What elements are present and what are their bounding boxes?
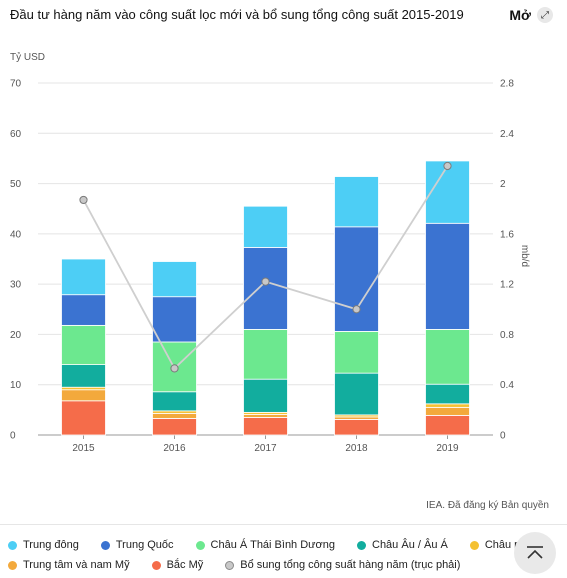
y-tick-label: 50 bbox=[10, 179, 22, 190]
y-tick-label: 0 bbox=[10, 431, 16, 442]
bar-segment bbox=[425, 383, 470, 405]
capacity-point bbox=[261, 277, 270, 286]
legend-swatch bbox=[357, 540, 366, 550]
y-tick-label: 20 bbox=[10, 330, 22, 341]
bar-segment bbox=[243, 205, 288, 248]
bar-segment bbox=[334, 176, 379, 228]
bar-segment bbox=[152, 418, 197, 436]
legend-label: Trung Quốc bbox=[115, 539, 174, 551]
bar-segment bbox=[61, 400, 106, 436]
legend-label: Bổ sung tổng công suất hàng năm (trục ph… bbox=[240, 559, 461, 571]
legend-item-china[interactable]: Trung Quốc bbox=[100, 539, 174, 551]
expand-label: Mở bbox=[509, 7, 531, 23]
bar-segment bbox=[425, 414, 470, 436]
y-tick-label: 40 bbox=[10, 229, 22, 240]
bar-segment bbox=[61, 364, 106, 388]
bar-segment bbox=[243, 378, 288, 413]
capacity-point bbox=[443, 161, 452, 171]
bar-segment bbox=[425, 328, 470, 385]
x-tick-label: 2015 bbox=[72, 443, 95, 454]
legend-item-north-america[interactable]: Bắc Mỹ bbox=[151, 559, 204, 571]
expand-button[interactable]: Mở ⤢ bbox=[509, 7, 553, 23]
legend-label: Trung tâm và nam Mỹ bbox=[23, 559, 130, 571]
y2-tick-label: 0.4 bbox=[500, 380, 514, 391]
legend-row: Trung tâm và nam Mỹ Bắc Mỹ Bổ sung tổng … bbox=[8, 555, 488, 575]
bar-segment bbox=[243, 416, 288, 436]
y2-axis-title: mb/d bbox=[519, 245, 530, 267]
legend-item-europe-eurasia[interactable]: Châu Âu / Âu Á bbox=[357, 539, 448, 551]
bar-segment bbox=[152, 412, 197, 419]
y-tick-label: 30 bbox=[10, 280, 22, 291]
x-tick-label: 2019 bbox=[436, 443, 459, 454]
bar-segment bbox=[334, 331, 379, 374]
y2-tick-label: 2.8 bbox=[500, 79, 514, 90]
legend-item-asia-pacific[interactable]: Châu Á Thái Bình Dương bbox=[195, 539, 335, 551]
legend-label: Châu Âu / Âu Á bbox=[372, 539, 448, 551]
y2-tick-label: 2.4 bbox=[500, 129, 514, 140]
legend-swatch bbox=[469, 540, 479, 550]
legend-label: Bắc Mỹ bbox=[166, 559, 204, 571]
legend-label: Trung đông bbox=[23, 539, 79, 551]
y-tick-label: 60 bbox=[10, 129, 22, 140]
bar-segment bbox=[334, 226, 379, 332]
bar-segment bbox=[152, 296, 197, 343]
y2-tick-label: 0.8 bbox=[500, 330, 514, 341]
x-tick-label: 2016 bbox=[163, 443, 186, 454]
copyright-credit: IEA. Đã đăng ký Bản quyền bbox=[426, 500, 549, 511]
bar-segment bbox=[334, 372, 379, 416]
bar-segment bbox=[425, 222, 470, 330]
bar-segment bbox=[334, 419, 379, 436]
bar-segment bbox=[243, 247, 288, 330]
legend-row: Trung đông Trung Quốc Châu Á Thái Bình D… bbox=[8, 535, 529, 555]
legend-item-capacity-additions[interactable]: Bổ sung tổng công suất hàng năm (trục ph… bbox=[225, 559, 460, 571]
bar-segment bbox=[425, 406, 470, 416]
capacity-point bbox=[352, 305, 361, 314]
bar-segment bbox=[243, 413, 288, 418]
legend: Trung đông Trung Quốc Châu Á Thái Bình D… bbox=[8, 535, 529, 575]
divider bbox=[0, 524, 567, 525]
y-axis-title: Tỷ USD bbox=[10, 51, 45, 63]
y2-tick-label: 1.6 bbox=[500, 229, 514, 240]
bar-segment bbox=[61, 258, 106, 296]
chart: 0 10 20 30 40 50 60 70 0 0.4 0.8 1.2 1.6 2 2.4 2.8 Tỷ US… bbox=[10, 51, 530, 454]
y2-tick-label: 1.2 bbox=[500, 280, 514, 291]
bar-segment bbox=[152, 391, 197, 412]
y-tick-label: 70 bbox=[10, 79, 22, 90]
legend-swatch bbox=[100, 540, 110, 550]
bar-segment bbox=[61, 389, 106, 402]
bar-segment bbox=[243, 328, 288, 380]
legend-swatch bbox=[8, 540, 17, 550]
bar-segment bbox=[61, 324, 106, 365]
y-tick-label: 10 bbox=[10, 380, 22, 391]
legend-swatch-line bbox=[225, 560, 235, 570]
legend-label: Châu Á Thái Bình Dương bbox=[210, 539, 335, 551]
chevron-up-icon bbox=[527, 546, 543, 559]
bar-segment bbox=[61, 294, 106, 326]
capacity-point bbox=[79, 195, 88, 205]
legend-swatch bbox=[8, 560, 17, 570]
y2-tick-label: 2 bbox=[500, 179, 506, 190]
legend-swatch bbox=[195, 540, 205, 550]
x-tick-label: 2017 bbox=[254, 443, 277, 454]
bar-segment bbox=[425, 160, 470, 224]
scroll-top-button[interactable] bbox=[514, 532, 556, 574]
y2-tick-label: 0 bbox=[500, 431, 506, 442]
expand-icon: ⤢ bbox=[537, 7, 553, 23]
bar-segment bbox=[152, 261, 197, 298]
legend-swatch bbox=[151, 560, 161, 570]
capacity-point bbox=[170, 364, 179, 373]
legend-item-middle-east[interactable]: Trung đông bbox=[8, 539, 79, 551]
legend-item-central-south-america[interactable]: Trung tâm và nam Mỹ bbox=[8, 559, 130, 571]
x-tick-label: 2018 bbox=[345, 443, 368, 454]
bar-segment bbox=[425, 403, 470, 408]
chart-title: Đầu tư hàng năm vào công suất lọc mới và… bbox=[10, 7, 464, 22]
